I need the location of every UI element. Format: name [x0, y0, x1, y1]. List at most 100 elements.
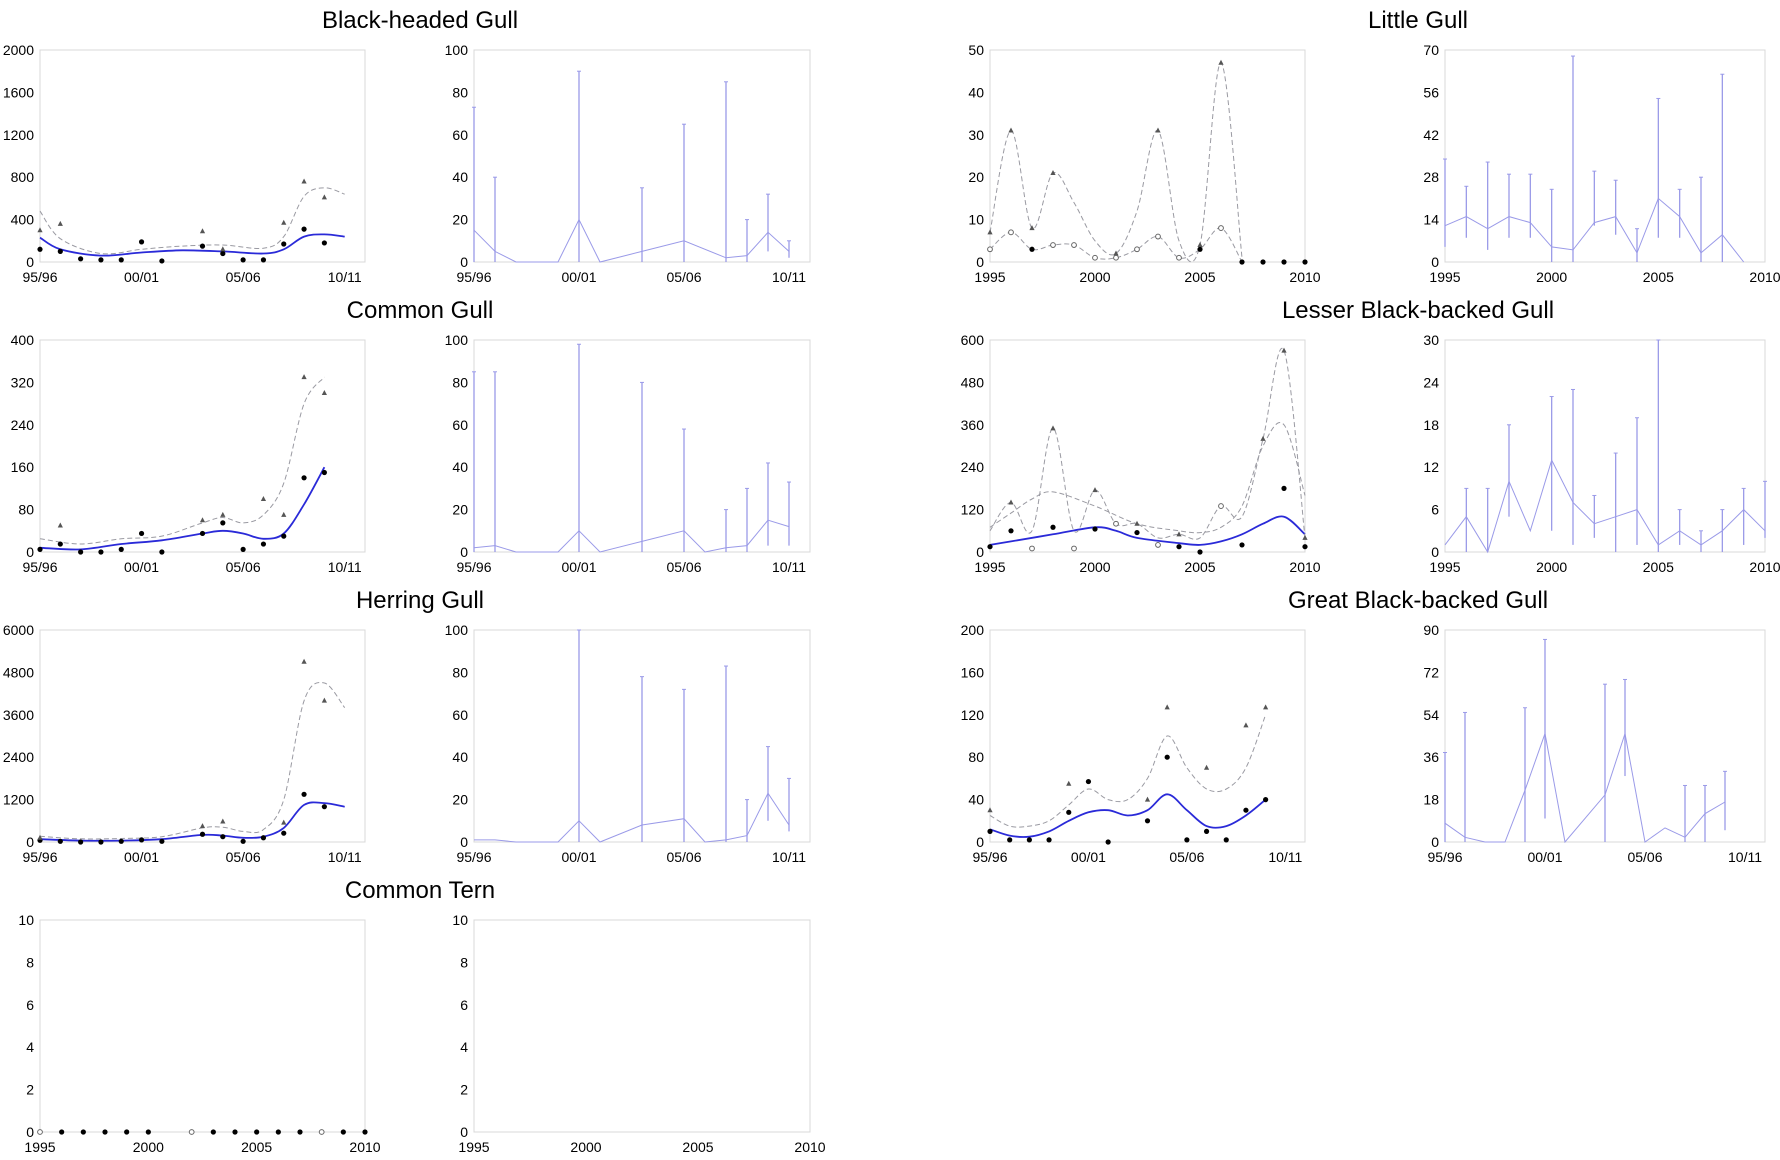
triangle-point — [220, 818, 226, 824]
triangle-point — [1008, 499, 1014, 505]
data-point — [57, 838, 63, 844]
y-tick-label: 60 — [452, 417, 468, 433]
estimate-line — [1444, 458, 1766, 554]
x-tick-label: 2005 — [682, 1139, 713, 1155]
triangle-point — [1218, 59, 1224, 65]
y-tick-label: 18 — [1423, 417, 1439, 433]
x-tick-label: 1995 — [1429, 559, 1460, 575]
x-tick-label: 2000 — [1536, 269, 1567, 285]
triangle-point — [1066, 780, 1072, 786]
x-tick-label: 05/06 — [226, 269, 261, 285]
triangle-point — [199, 823, 206, 829]
species-panel: Common Tern 0 2 4 6 8 10 1995 2000 2005 2010 0 2 4 6 8 1… — [18, 877, 825, 1155]
triangle-point — [301, 374, 307, 380]
open-point — [188, 1129, 195, 1135]
species-panel: Lesser Black-backed Gull0120240360480600… — [961, 297, 1780, 575]
x-tick-label: 00/01 — [124, 269, 159, 285]
interval-plot: 0 6 12 18 24 30 1995 2000 2005 2010 — [1423, 332, 1780, 575]
y-tick-label: 8 — [460, 954, 468, 970]
data-point — [98, 839, 104, 845]
data-point — [301, 791, 307, 797]
data-point — [987, 544, 993, 550]
y-tick-label: 600 — [961, 332, 985, 348]
interval-plot: 0 20 40 60 80 100 95/96 00/01 05/06 10/11 — [445, 42, 811, 285]
x-tick-label: 00/01 — [1527, 849, 1562, 865]
data-point — [124, 1129, 130, 1135]
y-tick-label: 1600 — [3, 84, 34, 100]
data-point — [98, 257, 104, 263]
open-point — [1050, 242, 1056, 248]
y-tick-label: 80 — [452, 84, 468, 100]
open-point — [1092, 254, 1098, 261]
x-tick-label: 2005 — [1184, 559, 1215, 575]
y-tick-label: 20 — [452, 502, 468, 518]
data-point — [159, 258, 165, 264]
count-plot: 0 2 4 6 8 10 1995 2000 2005 2010 — [18, 912, 380, 1155]
interval-plot: 0 14 28 42 56 70 1995 2000 2005 2010 — [1423, 42, 1780, 285]
trend-curve — [989, 515, 1306, 546]
x-tick-label: 00/01 — [561, 849, 596, 865]
count-plot: 0 40 80 120 160 200 95/96 00/01 05/06 10/11 — [961, 622, 1306, 865]
trend-curve — [39, 466, 326, 551]
x-tick-label: 05/06 — [226, 849, 261, 865]
open-point — [1134, 246, 1140, 253]
trend-curve — [989, 793, 1267, 838]
count-plot: 0 1200 2400 3600 4800 6000 95/96 00/01 05/06 10/1… — [3, 622, 366, 865]
y-tick-label: 0 — [26, 834, 34, 850]
data-point — [1092, 526, 1098, 532]
y-tick-label: 0 — [460, 254, 468, 270]
data-point — [1302, 259, 1308, 265]
y-tick-label: 20 — [968, 169, 984, 185]
y-tick-label: 0 — [460, 1124, 468, 1140]
y-tick-label: 0 — [460, 834, 468, 850]
y-tick-label: 60 — [452, 707, 468, 723]
y-tick-label: 80 — [18, 502, 34, 518]
data-point — [159, 549, 165, 555]
x-tick-label: 05/06 — [1169, 849, 1204, 865]
grey-curve — [39, 187, 345, 255]
x-tick-label: 2010 — [1749, 269, 1780, 285]
triangle-point — [281, 819, 287, 825]
y-tick-label: 20 — [452, 212, 468, 228]
x-tick-label: 10/11 — [328, 849, 362, 865]
y-tick-label: 42 — [1423, 127, 1439, 143]
y-tick-label: 100 — [445, 332, 469, 348]
data-point — [1243, 807, 1249, 813]
x-tick-label: 2010 — [794, 1139, 825, 1155]
data-point — [59, 1129, 65, 1135]
open-point — [1155, 542, 1161, 548]
y-tick-label: 56 — [1423, 84, 1439, 100]
x-tick-label: 00/01 — [561, 269, 596, 285]
y-tick-label: 28 — [1423, 169, 1439, 185]
triangle-point — [281, 219, 287, 225]
triangle-point — [1164, 704, 1170, 710]
data-point — [1066, 809, 1072, 815]
data-point — [1050, 524, 1056, 530]
plot-frame — [989, 49, 1306, 263]
estimate-line — [474, 792, 790, 843]
y-tick-label: 72 — [1423, 664, 1439, 680]
y-tick-label: 4 — [460, 1039, 468, 1055]
y-tick-label: 1200 — [3, 127, 34, 143]
plot-frame — [473, 919, 811, 1133]
triangle-point — [1197, 242, 1203, 248]
data-point — [1134, 529, 1140, 536]
x-tick-label: 2005 — [1643, 269, 1674, 285]
y-tick-label: 0 — [976, 834, 984, 850]
y-tick-label: 0 — [1431, 254, 1439, 270]
data-point — [138, 530, 145, 537]
data-point — [297, 1129, 303, 1135]
data-point — [232, 1129, 238, 1135]
x-tick-label: 10/11 — [1728, 849, 1762, 865]
y-tick-label: 0 — [976, 544, 984, 560]
data-point — [98, 549, 104, 555]
open-point — [1008, 229, 1014, 236]
y-tick-label: 3600 — [3, 707, 34, 723]
species-panel: Black-headed Gull040080012001600200095/9… — [3, 7, 811, 285]
estimate-line — [473, 519, 790, 553]
data-point — [1197, 549, 1203, 555]
y-tick-label: 4 — [26, 1039, 34, 1055]
data-point — [37, 546, 43, 552]
